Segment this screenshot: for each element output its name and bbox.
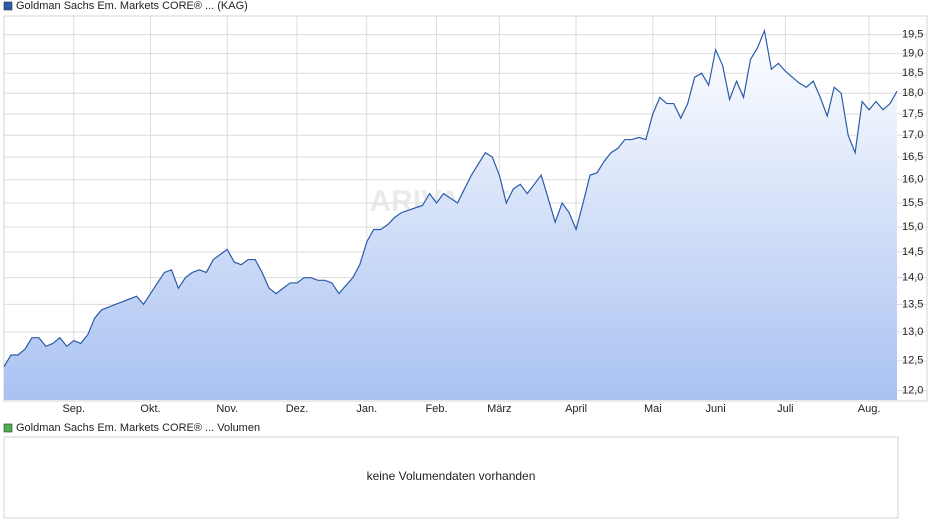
x-tick-label: Mai bbox=[644, 403, 662, 415]
y-tick-label: 15,5 bbox=[902, 197, 923, 209]
x-tick-label: Feb. bbox=[426, 403, 448, 415]
y-tick-label: 15,0 bbox=[902, 221, 923, 233]
legend-label: Goldman Sachs Em. Markets CORE® ... Volu… bbox=[16, 422, 260, 434]
legend-swatch bbox=[3, 1, 13, 11]
y-tick-label: 19,0 bbox=[902, 48, 923, 60]
x-tick-label: Sep. bbox=[62, 403, 85, 415]
y-tick-label: 13,5 bbox=[902, 298, 923, 310]
y-tick-label: 19,5 bbox=[902, 28, 923, 40]
y-tick-label: 17,0 bbox=[902, 129, 923, 141]
x-tick-label: Dez. bbox=[286, 403, 309, 415]
legend-label: Goldman Sachs Em. Markets CORE® ... (KAG… bbox=[16, 0, 248, 12]
x-tick-label: April bbox=[565, 403, 587, 415]
legend-swatch bbox=[3, 423, 13, 433]
y-tick-label: 18,5 bbox=[902, 67, 923, 79]
x-tick-label: Nov. bbox=[216, 403, 238, 415]
y-tick-label: 13,0 bbox=[902, 326, 923, 338]
x-tick-label: Juni bbox=[706, 403, 726, 415]
y-tick-label: 14,0 bbox=[902, 272, 923, 284]
x-tick-label: Aug. bbox=[858, 403, 881, 415]
y-tick-label: 12,5 bbox=[902, 355, 923, 367]
y-tick-label: 17,5 bbox=[902, 108, 923, 120]
price-line bbox=[3, 28, 898, 368]
y-tick-label: 16,0 bbox=[902, 174, 923, 186]
x-tick-label: März bbox=[487, 403, 511, 415]
x-tick-label: Okt. bbox=[140, 403, 160, 415]
area-fill bbox=[4, 30, 897, 400]
volume-frame bbox=[3, 436, 899, 519]
y-tick-label: 16,5 bbox=[902, 151, 923, 163]
y-tick-label: 12,0 bbox=[902, 385, 923, 397]
y-tick-label: 18,0 bbox=[902, 87, 923, 99]
y-tick-label: 14,5 bbox=[902, 246, 923, 258]
x-tick-label: Juli bbox=[777, 403, 794, 415]
volume-message: keine Volumendaten vorhanden bbox=[367, 469, 536, 483]
x-tick-label: Jan. bbox=[356, 403, 377, 415]
plot-frame bbox=[3, 15, 928, 402]
